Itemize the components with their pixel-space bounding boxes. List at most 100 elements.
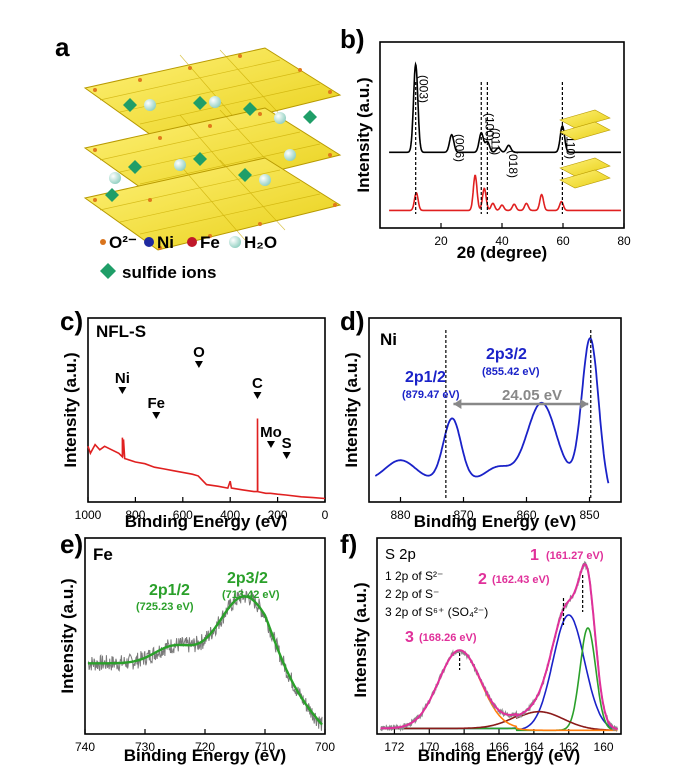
peak-label: (006) <box>453 134 467 162</box>
xrd-pattern-line <box>389 174 621 212</box>
panel-d-xlabel: Binding Energy (eV) <box>414 512 576 531</box>
panel-f-xlabel: Binding Energy (eV) <box>418 746 580 765</box>
x-tick-label: 80 <box>617 234 631 248</box>
fe-fit-line <box>88 595 323 726</box>
arrow-head-icon <box>453 399 462 409</box>
fit-component-line <box>380 710 618 731</box>
panel-b-ticks: 20 40 60 80 <box>434 223 631 248</box>
peak-label: (100) <box>482 113 496 141</box>
panel-e-ylabel: Intensity (a.u.) <box>58 578 77 693</box>
legend-nickel-label: Ni <box>157 233 174 252</box>
panel-f: f) S 2p Intensity (a.u.) Binding Energy … <box>340 529 622 765</box>
panel-d-plot <box>374 330 610 500</box>
panel-c-plot <box>87 418 326 500</box>
x-tick-label: 720 <box>195 740 215 754</box>
x-tick-label: 164 <box>524 740 544 754</box>
panel-c-ylabel: Intensity (a.u.) <box>61 352 80 467</box>
xrd-pattern-line <box>389 61 621 154</box>
panel-d-tag: Ni <box>380 330 397 349</box>
panel-e-xlabel: Binding Energy (eV) <box>124 746 286 765</box>
panel-f-tag: S 2p <box>385 546 416 563</box>
peak-value: (161.27 eV) <box>546 550 604 562</box>
peak-value: (713.42 eV) <box>222 589 280 601</box>
x-tick-label: 0 <box>322 508 329 522</box>
peak-label: 2p3/2 <box>486 346 527 363</box>
panel-b-plot <box>389 61 621 214</box>
x-tick-label: 60 <box>556 234 570 248</box>
panel-e-ticks: 740 730 720 710 700 <box>75 729 335 754</box>
panel-f-label: f) <box>340 529 357 559</box>
panel-e-plot <box>87 588 323 731</box>
peak-label: S <box>282 435 292 452</box>
peak-label: 3 <box>405 629 414 646</box>
peak-label: 1 <box>530 547 539 564</box>
x-tick-label: 168 <box>454 740 474 754</box>
x-tick-label: 20 <box>434 234 448 248</box>
peak-marker-triangle <box>118 387 127 394</box>
interlayer-water <box>109 96 296 186</box>
envelope-fit-line <box>380 563 618 731</box>
peak-marker-triangle <box>282 452 291 459</box>
panel-c-frame <box>87 317 326 503</box>
legend-line-2: 2 2p of S⁻ <box>385 587 439 601</box>
peak-label: Mo <box>260 424 282 441</box>
panel-e-label: e) <box>60 529 83 559</box>
x-tick-label: 870 <box>453 508 473 522</box>
peak-value: (855.42 eV) <box>482 366 540 378</box>
panel-b-ylabel: Intensity (a.u.) <box>354 77 373 192</box>
panel-d-frame <box>368 317 622 503</box>
panel-d: d) Ni Intensity (a.u.) Binding Energy (e… <box>340 306 622 531</box>
panel-d-ticks: 880 870 860 850 <box>390 497 600 522</box>
x-tick-label: 740 <box>75 740 95 754</box>
legend-iron-label: Fe <box>200 233 220 252</box>
panel-f-plot <box>379 560 619 733</box>
panel-c-ticks: 1000 800 600 400 200 0 <box>75 497 329 522</box>
panel-b-peak-labels: (003)(006)(100)(011)(018)(110) <box>417 75 578 178</box>
x-tick-label: 710 <box>255 740 275 754</box>
peak-value: (725.23 eV) <box>136 601 194 613</box>
peak-label: (003) <box>417 75 431 103</box>
peak-label: O <box>193 344 205 361</box>
water-legend-dot <box>229 236 241 248</box>
x-tick-label: 800 <box>125 508 145 522</box>
panel-f-peak-labels: 1 (161.27 eV) 2 (162.43 eV) 3 (168.26 eV) <box>405 547 604 670</box>
panel-c-xlabel: Binding Energy (eV) <box>125 512 287 531</box>
legend-oxygen-label: O²⁻ <box>109 233 137 252</box>
peak-label: Fe <box>147 395 165 412</box>
panel-f-legend: 1 2p of S²⁻ 2 2p of S⁻ 3 2p of S⁶⁺ (SO₄²… <box>385 569 488 619</box>
panel-b-xlabel: 2θ (degree) <box>457 243 547 262</box>
peak-value: (168.26 eV) <box>419 632 477 644</box>
legend-water-label: H₂O <box>244 233 277 252</box>
x-tick-label: 850 <box>579 508 599 522</box>
x-tick-label: 600 <box>173 508 193 522</box>
panel-b-label: b) <box>340 24 365 54</box>
panel-e-peak-labels: 2p3/2 (713.42 eV) 2p1/2 (725.23 eV) <box>136 570 280 613</box>
x-tick-label: 200 <box>268 508 288 522</box>
x-tick-label: 172 <box>384 740 404 754</box>
x-tick-label: 880 <box>390 508 410 522</box>
panel-a: a <box>55 32 342 282</box>
nickel-legend-dot <box>144 237 154 247</box>
ldh-layer-top <box>83 47 342 141</box>
sulfide-legend-icon <box>100 263 116 279</box>
peak-label: C <box>252 375 263 392</box>
panel-c-label: c) <box>60 306 83 336</box>
x-tick-label: 860 <box>516 508 536 522</box>
peak-label: (011) <box>488 128 502 155</box>
interlayer-sulfide <box>105 96 317 202</box>
peak-label: 2p3/2 <box>227 570 268 587</box>
peak-label: 2p1/2 <box>149 582 190 599</box>
panel-d-peak-labels: 24.05 eV 2p3/2 (855.42 eV) 2p1/2 (879.47 eV) <box>402 346 589 409</box>
legend-line-3: 3 2p of S⁶⁺ (SO₄²⁻) <box>385 605 488 619</box>
peak-marker-triangle <box>266 441 275 448</box>
peak-value: (162.43 eV) <box>492 574 550 586</box>
x-tick-label: 400 <box>220 508 240 522</box>
panel-c-tag: NFL-S <box>96 322 146 341</box>
arrow-head-icon <box>580 399 589 409</box>
peak-label: Ni <box>115 370 130 387</box>
x-tick-label: 730 <box>135 740 155 754</box>
peak-marker-triangle <box>194 361 203 368</box>
panel-a-label: a <box>55 32 70 62</box>
peak-label: (018) <box>506 150 520 178</box>
x-tick-label: 160 <box>594 740 614 754</box>
